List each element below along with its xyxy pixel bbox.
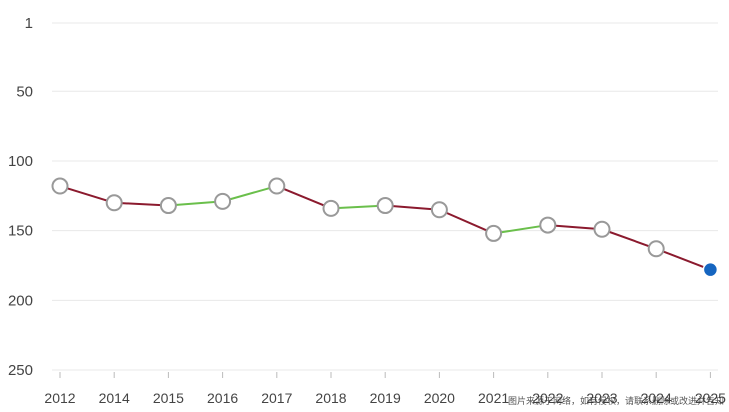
series-segment — [655, 247, 711, 271]
y-tick-label: 200 — [8, 292, 33, 309]
series-segment — [168, 200, 223, 207]
x-tick-label: 2023 — [586, 390, 617, 406]
data-point[interactable] — [159, 197, 177, 215]
x-tick-label: 2022 — [532, 390, 563, 406]
data-point[interactable] — [105, 194, 123, 212]
data-point[interactable] — [376, 197, 394, 215]
series-segment — [330, 204, 386, 210]
data-point[interactable] — [322, 199, 340, 217]
grid-lines — [52, 22, 718, 371]
series-segment — [222, 185, 278, 203]
x-tick-label: 2019 — [370, 390, 401, 406]
series-segment — [601, 228, 657, 250]
y-tick-label: 100 — [8, 153, 33, 170]
data-point[interactable] — [51, 177, 69, 195]
x-tick-label: 2014 — [99, 390, 130, 406]
y-tick-label: 50 — [16, 83, 33, 100]
series-segment — [385, 204, 440, 211]
data-point[interactable] — [647, 240, 665, 258]
x-tick-label: 2017 — [261, 390, 292, 406]
data-point[interactable] — [430, 201, 448, 219]
series-points — [51, 177, 719, 278]
y-tick-label: 1 — [25, 15, 33, 32]
series-segment — [59, 185, 115, 204]
x-tick-label: 2024 — [641, 390, 672, 406]
series-segment — [493, 224, 548, 235]
highlight-point[interactable] — [702, 261, 719, 278]
x-axis-ticks: 2012 2014 2015 2016 2017 2018 2019 2020 2021 2022… — [44, 372, 726, 406]
series-segment — [547, 224, 603, 231]
data-point[interactable] — [268, 177, 286, 195]
series-segment — [276, 185, 332, 210]
x-tick-label: 2016 — [207, 390, 238, 406]
x-tick-label: 2012 — [44, 390, 75, 406]
series-segment — [114, 201, 169, 207]
series-line-segments — [59, 185, 711, 271]
x-tick-label: 2020 — [424, 390, 455, 406]
x-tick-label: 2025 — [695, 390, 726, 406]
data-point[interactable] — [593, 220, 611, 238]
y-tick-label: 150 — [8, 223, 33, 240]
data-point[interactable] — [485, 224, 503, 242]
data-point[interactable] — [214, 192, 232, 210]
series-segment — [438, 208, 495, 235]
watermark-text: 图片来源于网络，如有侵权，请联系删除或改进并告知 — [508, 395, 724, 406]
x-tick-label: 2021 — [478, 390, 509, 406]
x-tick-label: 2015 — [153, 390, 184, 406]
data-point[interactable] — [539, 216, 557, 234]
x-tick-label: 2018 — [315, 390, 346, 406]
y-tick-label: 250 — [8, 362, 33, 379]
